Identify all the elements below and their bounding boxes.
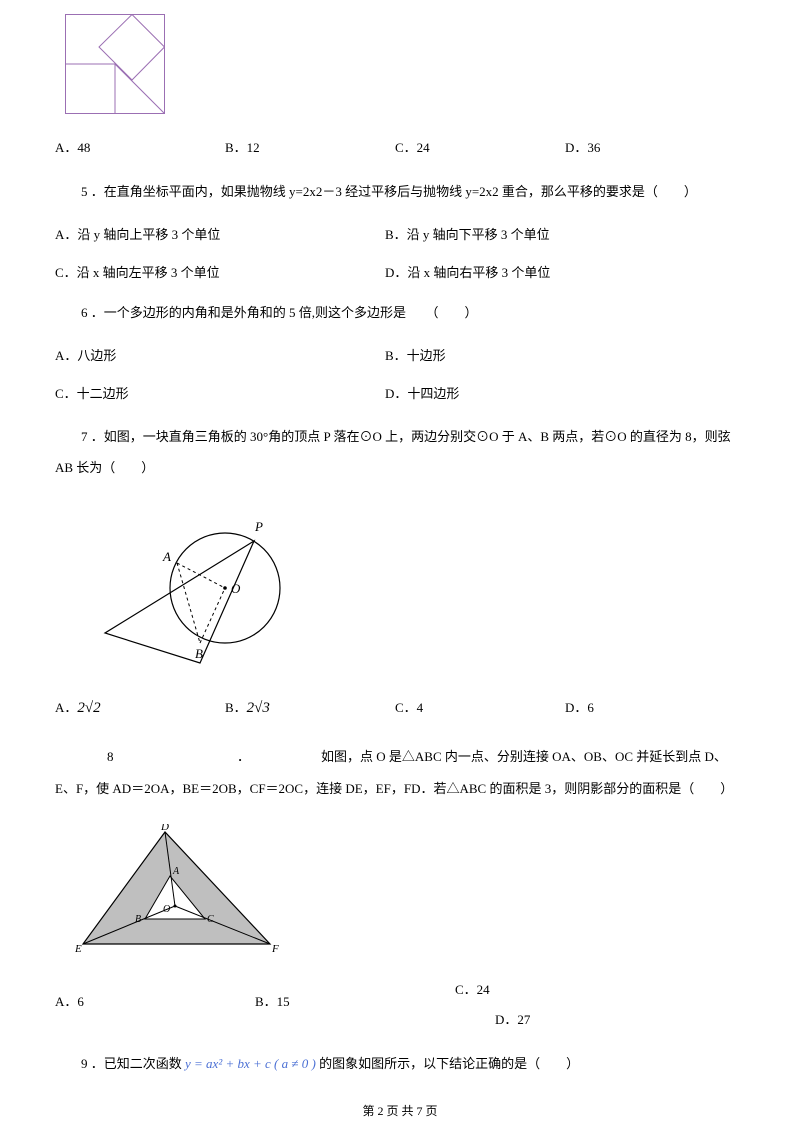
q8-num: 8 <box>81 741 211 772</box>
label-e: E <box>75 943 82 955</box>
q7-options: A．2√2 B．2√3 C．4 D．6 <box>55 697 745 720</box>
q5-text: 5 ．在直角坐标平面内，如果抛物线 y=2x2－3 经过平移后与抛物线 y=2x… <box>55 179 745 205</box>
label-c2: C <box>207 914 214 925</box>
q7-b-prefix: B． <box>225 700 247 715</box>
q5-opt-b: B．沿 y 轴向下平移 3 个单位 <box>385 225 745 245</box>
q4-opt-b: B．12 <box>225 138 395 158</box>
q7-a-math: 2√2 <box>77 700 100 716</box>
q6-opt-a: A．八边形 <box>55 346 385 366</box>
tangram-figure <box>65 14 745 120</box>
q8-options: A．6 B．15 C．24 D．27 <box>55 980 745 1029</box>
q7-opt-c: C．4 <box>395 698 565 718</box>
q4-options: A．48 B．12 C．24 D．36 <box>55 138 745 158</box>
q7-opt-d: D．6 <box>565 698 594 718</box>
q7-opt-b: B．2√3 <box>225 697 395 720</box>
q7-a-prefix: A． <box>55 700 77 715</box>
q9-formula: y = ax² + bx + c ( a ≠ 0 ) <box>185 1056 316 1071</box>
q9-prefix: 9 ．已知二次函数 <box>81 1056 182 1071</box>
label-a2: A <box>172 866 180 877</box>
q7-opt-a: A．2√2 <box>55 697 225 720</box>
q6-text: 6 ．一个多边形的内角和是外角和的 5 倍,则这个多边形是 （ ） <box>55 300 745 326</box>
q8-opt-a: A．6 <box>55 980 255 1029</box>
q8-dot: ． <box>211 741 321 772</box>
q8-opt-c: C．24 <box>455 980 745 1000</box>
label-p: P <box>254 519 263 534</box>
label-o2: O <box>163 904 170 915</box>
q6-opt-c: C．十二边形 <box>55 384 385 404</box>
q8-opt-d: D．27 <box>455 1010 745 1030</box>
label-b2: B <box>135 914 141 925</box>
q4-opt-c: C．24 <box>395 138 565 158</box>
q5-row2: C．沿 x 轴向左平移 3 个单位 D．沿 x 轴向右平移 3 个单位 <box>55 263 745 283</box>
q4-opt-a: A．48 <box>55 138 225 158</box>
label-f: F <box>271 943 279 955</box>
page-footer: 第 2 页 共 7 页 <box>0 1102 800 1120</box>
q4-opt-d: D．36 <box>565 138 600 158</box>
q6-opt-d: D．十四边形 <box>385 384 745 404</box>
label-a: A <box>162 549 171 564</box>
q7-b-math: 2√3 <box>247 700 270 716</box>
q7-text: 7 ．如图，一块直角三角板的 30°角的顶点 P 落在⊙O 上，两边分别交⊙O … <box>55 421 745 483</box>
q7-figure: O P A B <box>95 503 745 679</box>
q8-figure: D E F A B C O <box>75 824 745 965</box>
q5-opt-a: A．沿 y 轴向上平移 3 个单位 <box>55 225 385 245</box>
label-d: D <box>160 824 169 833</box>
q5-opt-c: C．沿 x 轴向左平移 3 个单位 <box>55 263 385 283</box>
q9-suffix: 的图象如图所示，以下结论正确的是（ ） <box>319 1056 579 1071</box>
q6-row1: A．八边形 B．十边形 <box>55 346 745 366</box>
q6-opt-b: B．十边形 <box>385 346 745 366</box>
q6-row2: C．十二边形 D．十四边形 <box>55 384 745 404</box>
label-b: B <box>195 646 203 661</box>
q8-opt-b: B．15 <box>255 980 455 1029</box>
q8-cd-col: C．24 D．27 <box>455 980 745 1029</box>
q9-text: 9 ．已知二次函数 y = ax² + bx + c ( a ≠ 0 ) 的图象… <box>55 1051 745 1077</box>
q5-row1: A．沿 y 轴向上平移 3 个单位 B．沿 y 轴向下平移 3 个单位 <box>55 225 745 245</box>
q8-text: 8．如图，点 O 是△ABC 内一点、分别连接 OA、OB、OC 并延长到点 D… <box>55 741 745 803</box>
q5-opt-d: D．沿 x 轴向右平移 3 个单位 <box>385 263 745 283</box>
